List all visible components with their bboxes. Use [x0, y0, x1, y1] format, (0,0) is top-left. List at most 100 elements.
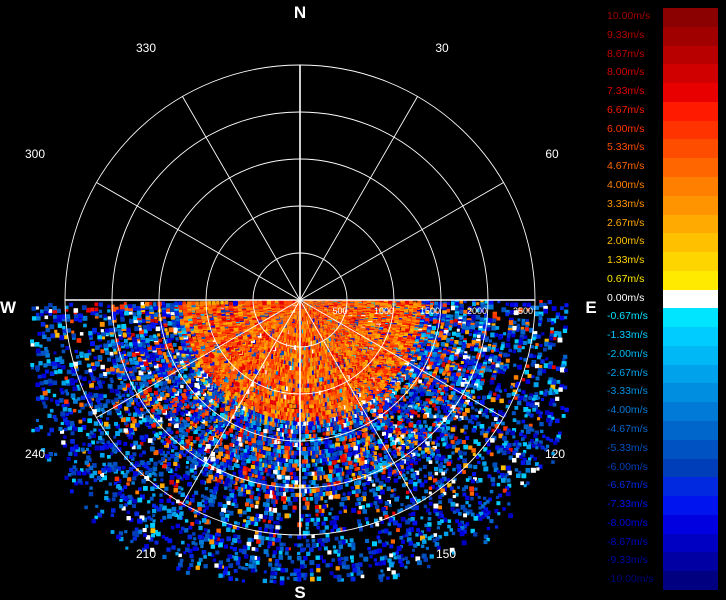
echo-cell: [423, 379, 429, 384]
echo-cell: [472, 300, 476, 304]
echo-cell: [548, 390, 553, 396]
echo-cell: [397, 386, 401, 390]
echo-cell: [437, 485, 442, 489]
echo-cell: [463, 463, 468, 468]
echo-cell: [455, 508, 460, 513]
echo-cell: [368, 439, 372, 443]
echo-cell: [456, 348, 461, 354]
echo-cell: [451, 372, 457, 378]
echo-cell: [505, 445, 511, 451]
echo-cell: [446, 301, 450, 305]
echo-cell: [564, 309, 569, 314]
echo-cell: [451, 444, 457, 449]
echo-cell: [397, 441, 401, 445]
echo-cell: [450, 507, 455, 512]
echo-cell: [428, 511, 432, 516]
echo-cell: [385, 458, 391, 464]
echo-cell: [420, 391, 425, 397]
echo-cell: [380, 386, 385, 391]
echo-cell: [401, 454, 405, 459]
echo-cell: [397, 409, 401, 414]
echo-cell: [406, 466, 411, 471]
echo-cell: [339, 437, 344, 442]
echo-cell: [468, 402, 473, 407]
echo-cell: [390, 539, 395, 544]
echo-cell: [426, 329, 431, 334]
echo-cell: [438, 510, 443, 516]
echo-cell: [544, 341, 549, 347]
echo-cell: [477, 330, 482, 334]
echo-cell: [410, 473, 416, 479]
echo-cell: [330, 387, 335, 391]
echo-cell: [538, 314, 543, 318]
echo-cell: [372, 413, 376, 417]
echo-cell: [438, 468, 443, 473]
echo-cell: [373, 558, 377, 562]
echo-cell: [503, 440, 509, 446]
echo-cell: [336, 420, 340, 424]
echo-cell: [528, 396, 533, 401]
echo-cell: [466, 343, 472, 348]
echo-cell: [353, 423, 359, 428]
echo-cell: [443, 386, 449, 392]
echo-cell: [468, 509, 473, 514]
echo-cell: [483, 502, 487, 506]
echo-cell: [431, 365, 436, 370]
echo-cell: [405, 461, 410, 465]
echo-cell: [355, 431, 360, 436]
echo-cell: [472, 395, 476, 399]
echo-cell: [377, 409, 382, 414]
echo-cell: [563, 316, 568, 320]
echo-cell: [407, 532, 412, 536]
echo-cell: [532, 407, 536, 412]
echo-cell: [488, 393, 492, 397]
echo-cell: [409, 409, 415, 415]
echo-cell: [454, 315, 460, 320]
echo-cell: [409, 328, 415, 334]
echo-cell: [372, 451, 377, 456]
echo-cell: [397, 421, 402, 426]
echo-cell: [520, 460, 526, 465]
echo-cell: [547, 345, 552, 350]
echo-cell: [421, 410, 425, 414]
echo-cell: [462, 378, 467, 382]
echo-cell: [453, 477, 457, 481]
echo-cell: [516, 473, 521, 478]
echo-cell: [355, 408, 360, 413]
echo-cell: [525, 379, 531, 384]
echo-cell: [476, 387, 480, 391]
echo-cell: [529, 327, 534, 333]
echo-cell: [364, 468, 369, 473]
echo-cell: [391, 398, 397, 404]
echo-cell: [343, 444, 349, 450]
echo-cell: [440, 342, 446, 347]
echo-cell: [447, 498, 453, 504]
echo-cell: [413, 440, 418, 446]
echo-cell: [534, 305, 540, 310]
echo-cell: [395, 551, 399, 555]
echo-cell: [432, 478, 438, 483]
echo-cell: [464, 416, 469, 421]
echo-cell: [396, 555, 401, 560]
echo-cell: [462, 315, 467, 320]
echo-cell: [502, 507, 506, 511]
echo-cell: [564, 368, 568, 373]
echo-cell: [544, 410, 550, 416]
echo-cell: [359, 456, 365, 462]
echo-cell: [446, 307, 450, 311]
echo-cell: [453, 343, 457, 347]
echo-cell: [434, 542, 440, 547]
echo-cell: [549, 333, 555, 339]
echo-cell: [464, 374, 469, 379]
echo-cell: [412, 501, 416, 505]
echo-cell: [413, 543, 418, 548]
echo-cell: [374, 416, 378, 420]
echo-cell: [438, 500, 443, 505]
echo-cell: [467, 354, 471, 358]
echo-cell: [430, 392, 435, 397]
echo-cell: [378, 462, 383, 467]
echo-cell: [508, 348, 512, 353]
echo-cell: [407, 412, 412, 417]
echo-cell: [436, 382, 440, 386]
echo-cell: [474, 359, 478, 363]
